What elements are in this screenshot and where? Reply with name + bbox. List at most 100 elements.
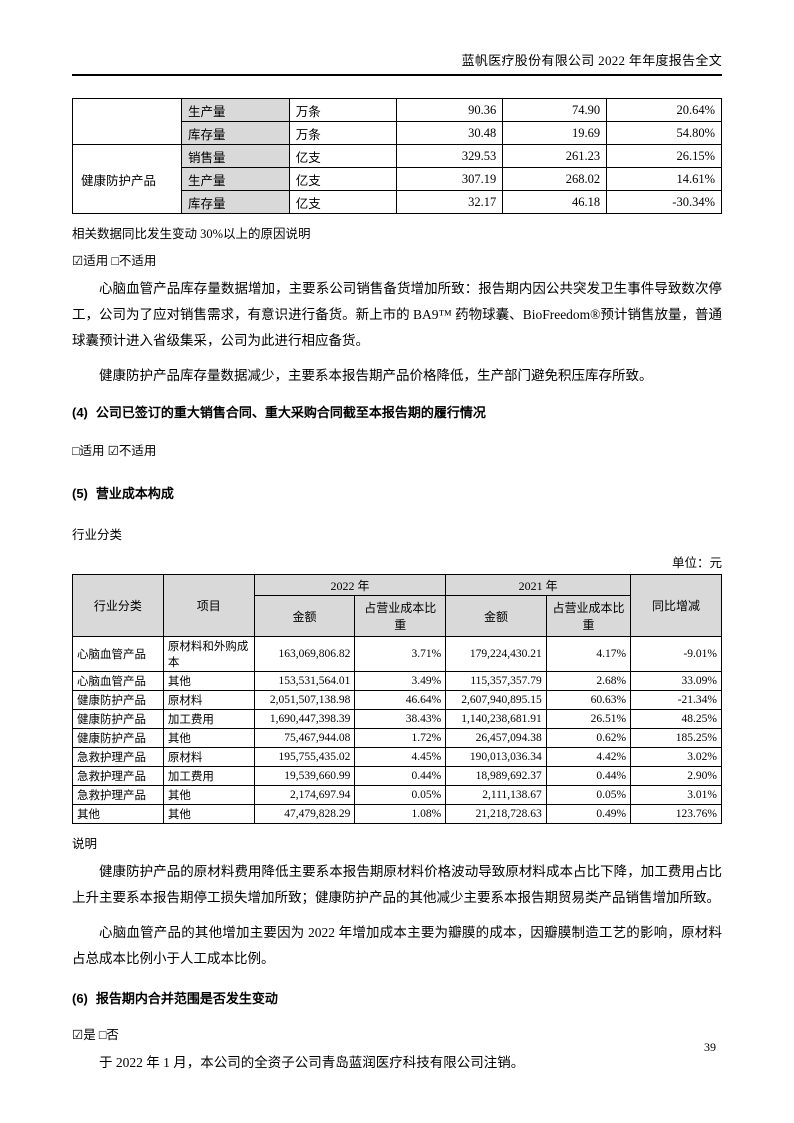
ratio-2022-cell: 3.71% <box>354 636 447 672</box>
section-6-title: 报告期内合并范围是否发生变动 <box>95 991 278 1006</box>
report-header-title: 蓝帆医疗股份有限公司 2022 年年度报告全文 <box>72 50 722 76</box>
section-4-number: (4) <box>72 405 88 420</box>
amount-2021-cell: 1,140,238,681.91 <box>445 709 547 729</box>
item-cell: 原材料 <box>162 690 255 710</box>
amount-2021-cell: 2,111,138.67 <box>445 785 547 805</box>
change-cell: 26.15% <box>606 144 722 168</box>
paragraph-health-inventory: 健康防护产品库存量数据减少，主要系本报告期产品价格降低，生产部门避免积压库存所致… <box>99 368 653 383</box>
amount-2022-cell: 195,755,435.02 <box>253 747 356 767</box>
ratio-2022-cell: 0.44% <box>354 766 447 786</box>
header-item: 项目 <box>162 574 255 637</box>
amount-2021-cell: 26,457,094.38 <box>445 728 547 748</box>
value-2021-cell: 261.23 <box>502 144 608 168</box>
change-cell: -30.34% <box>606 190 722 214</box>
section-5-title: 营业成本构成 <box>95 486 174 501</box>
value-2021-cell: 268.02 <box>502 167 608 191</box>
ratio-2021-cell: 2.68% <box>545 671 632 691</box>
explanation-paragraph-1: 健康防护产品的原材料费用降低主要系本报告期原材料价格波动导致原材料成本占比下降，… <box>72 864 722 905</box>
item-cell: 生产量 <box>181 167 290 191</box>
value-2021-cell: 74.90 <box>502 98 608 122</box>
change-cell: 33.09% <box>630 671 722 691</box>
section-4-heading: (4) 公司已签订的重大销售合同、重大采购合同截至本报告期的履行情况 <box>72 402 722 421</box>
amount-2022-cell: 163,069,806.82 <box>253 636 356 672</box>
ratio-2021-cell: 4.17% <box>545 636 632 672</box>
item-cell: 原材料 <box>162 747 255 767</box>
change-cell: 123.76% <box>630 804 722 824</box>
change-cell: 14.61% <box>606 167 722 191</box>
explanation-label: 说明 <box>72 837 98 851</box>
industry-cell: 健康防护产品 <box>72 709 164 729</box>
unit-cell: 万条 <box>288 121 397 145</box>
unit-cell: 亿支 <box>288 190 397 214</box>
value-2022-cell: 90.36 <box>395 98 504 122</box>
table-row: 健康防护产品 加工费用 1,690,447,398.39 38.43% 1,14… <box>72 709 722 729</box>
ratio-2022-cell: 1.08% <box>354 804 447 824</box>
amount-2021-cell: 18,989,692.37 <box>445 766 547 786</box>
item-cell: 销售量 <box>181 144 290 168</box>
industry-cell: 健康防护产品 <box>72 690 164 710</box>
amount-2021-cell: 179,224,430.21 <box>445 636 547 672</box>
ratio-2022-cell: 0.05% <box>354 785 447 805</box>
amount-2022-cell: 75,467,944.08 <box>253 728 356 748</box>
change-cell: 2.90% <box>630 766 722 786</box>
header-ratio-2021: 占营业成本比重 <box>545 595 632 637</box>
table-row: 心脑血管产品 其他 153,531,564.01 3.49% 115,357,3… <box>72 671 722 691</box>
category-cell <box>71 98 183 145</box>
category-cell: 健康防护产品 <box>71 144 183 214</box>
item-cell: 原材料和外购成本 <box>162 636 255 672</box>
section-5-heading: (5) 营业成本构成 <box>72 483 722 502</box>
change-reason-label: 相关数据同比发生变动 30%以上的原因说明 <box>72 227 311 241</box>
item-cell: 其他 <box>162 785 255 805</box>
table-row: 其他 其他 47,479,828.29 1.08% 21,218,728.63 … <box>72 804 722 824</box>
explanation-paragraph-2: 心脑血管产品的其他增加主要因为 2022 年增加成本主要为瓣膜的成本，因瓣膜制造… <box>72 925 722 966</box>
ratio-2022-cell: 4.45% <box>354 747 447 767</box>
item-cell: 生产量 <box>181 98 290 122</box>
ratio-2022-cell: 46.64% <box>354 690 447 710</box>
header-industry: 行业分类 <box>72 574 164 637</box>
industry-cell: 急救护理产品 <box>72 766 164 786</box>
amount-2022-cell: 1,690,447,398.39 <box>253 709 356 729</box>
industry-classification-label: 行业分类 <box>72 528 123 542</box>
value-2021-cell: 46.18 <box>502 190 608 214</box>
section-6-heading: (6) 报告期内合并范围是否发生变动 <box>72 988 722 1007</box>
change-cell: 20.64% <box>606 98 722 122</box>
change-cell: 3.01% <box>630 785 722 805</box>
value-2022-cell: 30.48 <box>395 121 504 145</box>
unit-cell: 亿支 <box>288 144 397 168</box>
cost-composition-table: 行业分类 项目 2022 年 2021 年 同比增减 金额 占营业成本比重 金额… <box>72 574 722 824</box>
change-cell: 3.02% <box>630 747 722 767</box>
change-cell: 48.25% <box>630 709 722 729</box>
industry-cell: 急救护理产品 <box>72 747 164 767</box>
value-2022-cell: 329.53 <box>395 144 504 168</box>
ratio-2021-cell: 0.44% <box>545 766 632 786</box>
table-row: 心脑血管产品 原材料和外购成本 163,069,806.82 3.71% 179… <box>72 636 722 672</box>
table-header-row: 金额 占营业成本比重 金额 占营业成本比重 <box>73 595 722 637</box>
amount-2022-cell: 19,539,660.99 <box>253 766 356 786</box>
section-6-yes-no-line: ☑是 □否 <box>72 1028 119 1042</box>
table-row: 库存量 万条 30.48 19.69 54.80% <box>73 121 722 145</box>
value-2022-cell: 307.19 <box>395 167 504 191</box>
ratio-2022-cell: 38.43% <box>354 709 447 729</box>
item-cell: 其他 <box>162 804 255 824</box>
ratio-2021-cell: 60.63% <box>545 690 632 710</box>
industry-cell: 急救护理产品 <box>72 785 164 805</box>
section-5-number: (5) <box>72 486 88 501</box>
table-row: 库存量 亿支 32.17 46.18 -30.34% <box>73 190 722 214</box>
header-amount-2021: 金额 <box>445 595 547 637</box>
ratio-2022-cell: 1.72% <box>354 728 447 748</box>
table-row: 急救护理产品 加工费用 19,539,660.99 0.44% 18,989,6… <box>72 766 722 786</box>
unit-label: 单位：元 <box>671 556 722 570</box>
section-6-paragraph: 于 2022 年 1 月，本公司的全资子公司青岛蓝润医疗科技有限公司注销。 <box>99 1055 525 1070</box>
value-2022-cell: 32.17 <box>395 190 504 214</box>
change-cell: -21.34% <box>630 690 722 710</box>
amount-2022-cell: 2,051,507,138.98 <box>253 690 356 710</box>
item-cell: 库存量 <box>181 190 290 214</box>
table-row: 急救护理产品 其他 2,174,697.94 0.05% 2,111,138.6… <box>72 785 722 805</box>
table-row: 生产量 万条 90.36 74.90 20.64% <box>71 98 722 145</box>
industry-cell: 健康防护产品 <box>72 728 164 748</box>
header-ratio-2022: 占营业成本比重 <box>354 595 447 637</box>
page-number: 39 <box>704 1040 716 1054</box>
ratio-2021-cell: 0.05% <box>545 785 632 805</box>
section-4-title: 公司已签订的重大销售合同、重大采购合同截至本报告期的履行情况 <box>95 405 486 420</box>
header-year-2022: 2022 年 <box>253 574 447 596</box>
